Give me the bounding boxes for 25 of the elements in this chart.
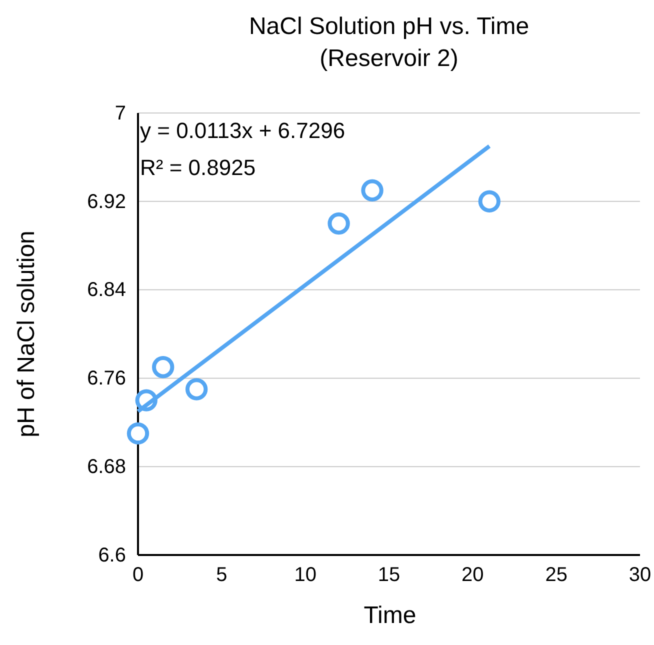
y-tick-label: 6.92 <box>87 190 126 213</box>
y-tick-label: 6.6 <box>98 544 126 566</box>
point <box>185 378 208 400</box>
x-tick-label: 20 <box>462 564 484 586</box>
y-tick-label: 6.68 <box>87 456 126 478</box>
annotation: R² = 0.8925 <box>140 155 256 180</box>
y-tick-label: 6.76 <box>87 368 126 390</box>
x-tick-label: 5 <box>216 564 228 586</box>
point <box>126 422 150 445</box>
x-tick-label: 10 <box>294 564 316 586</box>
y-tick-label: 7 <box>114 102 126 124</box>
y-tick-label: 6.84 <box>87 279 126 302</box>
point <box>152 356 174 378</box>
x-tick-label: 0 <box>132 564 144 586</box>
y-axis-title: pH of NaCl solution <box>13 230 40 438</box>
point <box>328 212 350 235</box>
chart-subtitle: (Reservoir 2) <box>320 45 458 72</box>
chart-title: NaCl Solution pH vs. Time <box>248 13 530 40</box>
x-tick-label: 30 <box>628 564 652 586</box>
x-axis-title: Time <box>364 602 416 629</box>
x-tick-label: 25 <box>545 564 568 586</box>
point <box>361 179 384 202</box>
x-tick-label: 15 <box>378 564 400 586</box>
annotation: y = 0.0113x + 6.7296 <box>140 118 346 143</box>
point <box>478 190 500 212</box>
